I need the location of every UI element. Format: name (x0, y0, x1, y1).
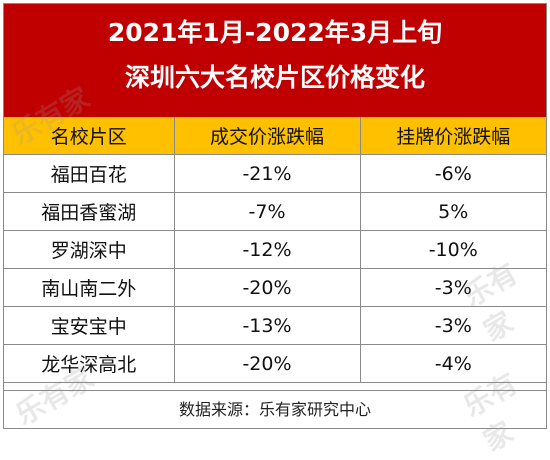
table-row: 南山南二外 -20% -3% (4, 268, 546, 307)
cell-deal-change: -7% (173, 192, 361, 231)
table-row: 宝安宝中 -13% -3% (4, 306, 546, 345)
cell-district: 福田百花 (4, 154, 175, 193)
price-change-table: 名校片区 成交价涨跌幅 挂牌价涨跌幅 福田百花 -21% -6% 福田香蜜湖 -… (4, 117, 546, 383)
header-district: 名校片区 (4, 117, 175, 155)
cell-listing-change: -10% (359, 230, 546, 269)
cell-listing-change: 5% (359, 192, 546, 231)
cell-deal-change: -13% (173, 306, 361, 345)
table-row: 龙华深高北 -20% -4% (4, 344, 546, 383)
title-line-1: 2021年1月-2022年3月上旬 (107, 18, 443, 47)
cell-listing-change: -3% (359, 306, 546, 345)
table-row: 福田百花 -21% -6% (4, 154, 546, 193)
cell-district: 福田香蜜湖 (4, 192, 175, 231)
table-header-row: 名校片区 成交价涨跌幅 挂牌价涨跌幅 (4, 117, 546, 155)
header-deal-price-change: 成交价涨跌幅 (173, 117, 361, 155)
table-card: 2021年1月-2022年3月上旬 深圳六大名校片区价格变化 名校片区 成交价涨… (3, 3, 547, 429)
cell-deal-change: -20% (173, 344, 361, 383)
data-source-note: 数据来源：乐有家研究中心 (4, 390, 546, 429)
title-line-2: 深圳六大名校片区价格变化 (124, 63, 425, 92)
cell-district: 南山南二外 (4, 268, 175, 307)
cell-deal-change: -21% (173, 154, 361, 193)
cell-listing-change: -3% (359, 268, 546, 307)
cell-listing-change: -4% (359, 344, 546, 383)
header-listing-price-change: 挂牌价涨跌幅 (359, 117, 546, 155)
cell-district: 龙华深高北 (4, 344, 175, 383)
cell-deal-change: -20% (173, 268, 361, 307)
cell-district: 宝安宝中 (4, 306, 175, 345)
table-row: 罗湖深中 -12% -10% (4, 230, 546, 269)
title-banner: 2021年1月-2022年3月上旬 深圳六大名校片区价格变化 (4, 4, 546, 117)
table-row: 福田香蜜湖 -7% 5% (4, 192, 546, 231)
cell-district: 罗湖深中 (4, 230, 175, 269)
cell-listing-change: -6% (359, 154, 546, 193)
cell-deal-change: -12% (173, 230, 361, 269)
